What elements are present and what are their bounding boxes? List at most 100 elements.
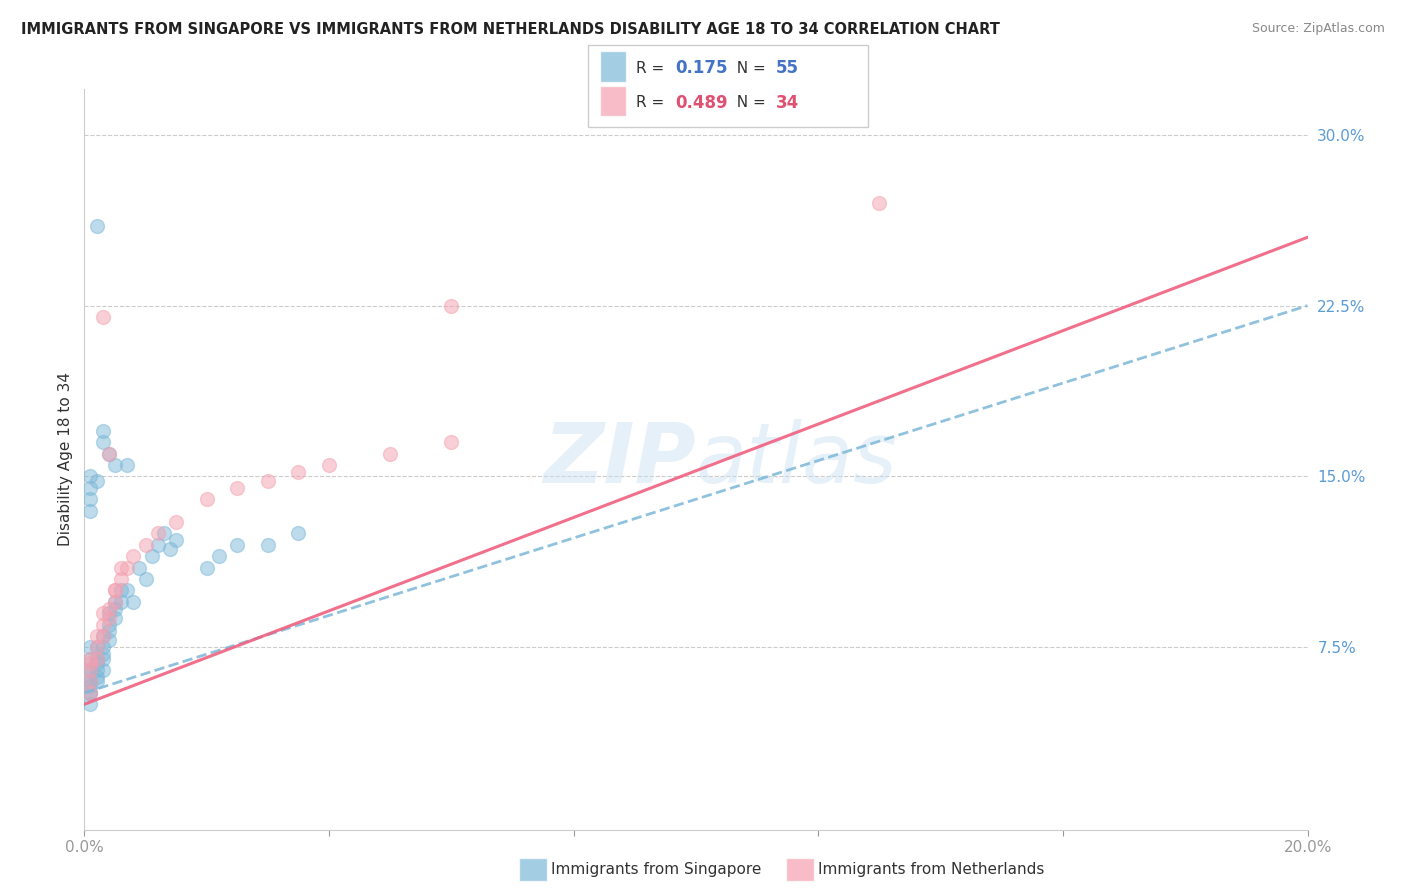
Point [79,469,101,483]
Point [97,606,120,620]
Point [104,595,127,609]
Point [97,447,120,461]
Point [86,640,108,655]
Point [135,572,157,586]
Point [79,674,101,689]
Point [91,629,114,643]
Point [115,458,138,472]
Point [257,538,280,552]
Point [86,657,108,671]
Point [79,657,101,671]
Point [380,447,402,461]
Point [79,674,101,689]
Point [79,651,101,665]
Point [153,526,176,541]
Point [104,601,127,615]
Point [91,424,114,438]
Point [79,698,101,712]
Point [141,549,163,564]
Point [79,503,101,517]
Point [91,606,114,620]
Point [110,572,132,586]
Point [86,651,108,665]
Point [91,617,114,632]
Point [79,679,101,693]
Point [165,533,187,548]
Point [79,651,101,665]
Point [135,538,157,552]
Point [97,633,120,648]
Point [79,674,101,689]
Point [79,686,101,700]
Point [91,640,114,655]
Point [79,663,101,677]
Point [79,640,101,655]
Point [91,629,114,643]
Text: R =: R = [636,61,669,76]
Point [195,560,218,574]
Point [318,458,340,472]
Text: 0.175: 0.175 [675,60,727,78]
Point [86,651,108,665]
Point [79,663,101,677]
Point [91,435,114,450]
Text: atlas: atlas [696,419,897,500]
Point [86,674,108,689]
Point [97,624,120,639]
Point [79,481,101,495]
Point [97,447,120,461]
Text: 0.489: 0.489 [675,94,727,112]
Point [79,686,101,700]
Point [146,526,169,541]
Point [122,549,145,564]
Point [165,515,187,529]
Text: ZIP: ZIP [543,419,696,500]
Point [86,629,108,643]
Point [287,465,309,479]
Text: Immigrants from Netherlands: Immigrants from Netherlands [818,863,1045,877]
Point [440,435,463,450]
Point [110,560,132,574]
Point [91,651,114,665]
Point [257,474,280,488]
Point [128,560,150,574]
Point [869,196,891,211]
Point [86,640,108,655]
Point [97,617,120,632]
Point [104,583,127,598]
Point [208,549,231,564]
Point [91,310,114,324]
Point [122,595,145,609]
Text: N =: N = [727,95,770,111]
Point [104,610,127,624]
Text: Source: ZipAtlas.com: Source: ZipAtlas.com [1251,22,1385,36]
Point [287,526,309,541]
Point [97,601,120,615]
Point [104,595,127,609]
Point [159,542,181,557]
Point [104,583,127,598]
Point [104,458,127,472]
Point [115,583,138,598]
Point [86,219,108,233]
Point [79,492,101,507]
Point [79,686,101,700]
Point [86,474,108,488]
Point [146,538,169,552]
Point [97,610,120,624]
Point [86,663,108,677]
Point [86,670,108,684]
Point [115,560,138,574]
Point [226,481,249,495]
Y-axis label: Disability Age 18 to 34: Disability Age 18 to 34 [58,372,73,547]
Text: 55: 55 [776,60,799,78]
Text: Immigrants from Singapore: Immigrants from Singapore [551,863,762,877]
Point [440,299,463,313]
Text: N =: N = [727,61,770,76]
Point [110,583,132,598]
Point [91,647,114,661]
Point [79,663,101,677]
Text: 34: 34 [776,94,800,112]
Point [195,492,218,507]
Text: IMMIGRANTS FROM SINGAPORE VS IMMIGRANTS FROM NETHERLANDS DISABILITY AGE 18 TO 34: IMMIGRANTS FROM SINGAPORE VS IMMIGRANTS … [21,22,1000,37]
